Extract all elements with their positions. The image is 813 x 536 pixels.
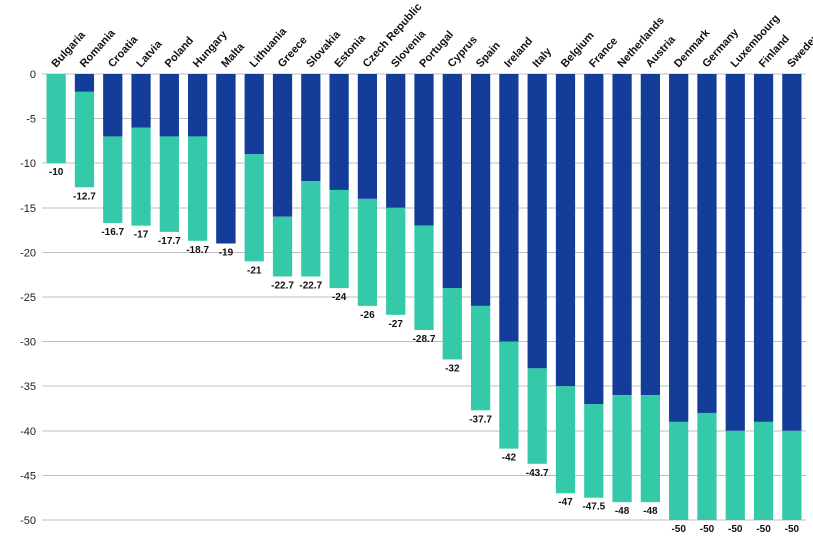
bar-upper	[75, 74, 94, 92]
bar-lower	[386, 208, 405, 315]
bar-value-label: -48	[643, 506, 658, 517]
bar-upper	[669, 74, 688, 422]
bar-upper	[386, 74, 405, 208]
bar-value-label: -50	[671, 524, 686, 535]
bar-lower	[499, 342, 518, 449]
y-tick-label: -50	[20, 515, 36, 527]
bar-value-label: -19	[219, 247, 234, 258]
bar-lower	[443, 288, 462, 359]
bar-upper	[160, 74, 179, 136]
bar-upper	[188, 74, 207, 136]
bar-value-label: -32	[445, 363, 460, 374]
bar-upper	[584, 74, 603, 404]
bar-value-label: -37.7	[469, 414, 492, 425]
y-tick-label: -35	[20, 381, 36, 393]
bar-value-label: -50	[785, 524, 800, 535]
bar-upper	[414, 74, 433, 226]
bar-lower	[641, 395, 660, 502]
bar-upper	[556, 74, 575, 386]
bar-value-label: -18.7	[186, 245, 209, 256]
bar-value-label: -21	[247, 265, 262, 276]
bar-upper	[443, 74, 462, 288]
bar-value-label: -43.7	[526, 468, 549, 479]
bar-upper	[273, 74, 292, 217]
bar-lower	[47, 74, 66, 163]
bar-lower	[669, 422, 688, 520]
bar-upper	[612, 74, 631, 395]
bar-value-label: -27	[388, 319, 403, 330]
bar-value-label: -22.7	[299, 280, 322, 291]
bar-upper	[641, 74, 660, 395]
bar-upper	[499, 74, 518, 342]
bar-value-label: -42	[502, 453, 517, 464]
bar-value-label: -12.7	[73, 191, 96, 202]
bar-upper	[754, 74, 773, 422]
bar-upper	[245, 74, 264, 154]
bar-lower	[245, 154, 264, 261]
bar-value-label: -28.7	[413, 334, 436, 345]
y-tick-label: -20	[20, 247, 36, 259]
bar-upper	[528, 74, 547, 368]
bar-upper	[216, 74, 235, 243]
bar-lower	[414, 226, 433, 330]
bar-value-label: -50	[700, 524, 715, 535]
bar-value-label: -47	[558, 497, 573, 508]
bar-value-label: -50	[756, 524, 771, 535]
bar-lower	[75, 92, 94, 187]
bar-value-label: -22.7	[271, 280, 294, 291]
bar-lower	[103, 136, 122, 223]
chart: 0-5-10-15-20-25-30-35-40-45-50-10Bulgari…	[0, 0, 813, 536]
bar-upper	[131, 74, 150, 128]
bar-lower	[584, 404, 603, 498]
bar-lower	[471, 306, 490, 410]
bar-value-label: -47.5	[582, 502, 605, 513]
bar-value-label: -24	[332, 292, 347, 303]
y-tick-label: -45	[20, 470, 36, 482]
bar-value-label: -26	[360, 310, 375, 321]
bar-value-label: -48	[615, 506, 630, 517]
bar-lower	[556, 386, 575, 493]
y-tick-label: -25	[20, 292, 36, 304]
y-tick-label: -15	[20, 203, 36, 215]
bar-lower	[329, 190, 348, 288]
y-tick-label: -30	[20, 337, 36, 349]
bar-lower	[754, 422, 773, 520]
bar-value-label: -50	[728, 524, 743, 535]
bar-lower	[528, 368, 547, 463]
bar-lower	[697, 413, 716, 520]
bar-upper	[358, 74, 377, 199]
bar-lower	[160, 136, 179, 231]
bar-upper	[301, 74, 320, 181]
bar-value-label: -10	[49, 167, 64, 178]
bar-upper	[103, 74, 122, 136]
y-tick-label: 0	[30, 69, 36, 81]
y-tick-label: -40	[20, 426, 36, 438]
y-tick-label: -10	[20, 158, 36, 170]
y-tick-label: -5	[26, 114, 36, 126]
bar-lower	[188, 136, 207, 240]
bar-lower	[131, 128, 150, 226]
bar-upper	[697, 74, 716, 413]
bar-lower	[782, 431, 801, 520]
bar-value-label: -17	[134, 230, 149, 241]
bar-upper	[471, 74, 490, 306]
bar-lower	[273, 217, 292, 277]
bar-lower	[726, 431, 745, 520]
bar-value-label: -17.7	[158, 236, 181, 247]
bar-upper	[726, 74, 745, 431]
bar-upper	[329, 74, 348, 190]
bar-lower	[358, 199, 377, 306]
bar-value-label: -16.7	[101, 227, 124, 238]
bar-lower	[301, 181, 320, 276]
bar-lower	[612, 395, 631, 502]
bar-upper	[782, 74, 801, 431]
